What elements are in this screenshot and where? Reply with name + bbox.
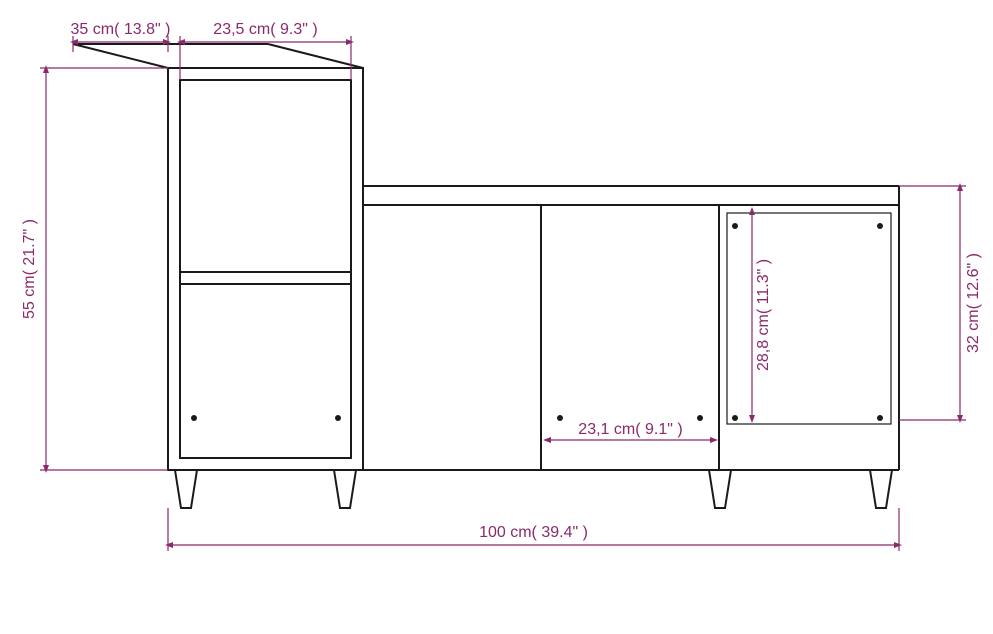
leg xyxy=(334,470,356,508)
dowel-hole xyxy=(191,415,197,421)
dowel-hole xyxy=(697,415,703,421)
dim-width: 100 cm( 39.4" ) xyxy=(479,524,588,541)
dim-low-height: 32 cm( 12.6" ) xyxy=(965,253,982,353)
dowel-hole xyxy=(732,223,738,229)
dowel-hole xyxy=(557,415,563,421)
dowel-hole xyxy=(877,415,883,421)
dowel-hole xyxy=(335,415,341,421)
dowel-hole xyxy=(732,415,738,421)
tall-cabinet-outline xyxy=(168,68,363,470)
leg xyxy=(870,470,892,508)
oblique-edge xyxy=(73,44,168,68)
tall-cabinet-inner xyxy=(180,80,351,458)
leg xyxy=(709,470,731,508)
dim-open-width: 23,1 cm( 9.1" ) xyxy=(578,421,682,438)
dim-depth: 35 cm( 13.8" ) xyxy=(71,21,171,38)
dim-height: 55 cm( 21.7" ) xyxy=(21,219,38,319)
oblique-edge xyxy=(268,44,363,68)
leg xyxy=(175,470,197,508)
dim-inner-width: 23,5 cm( 9.3" ) xyxy=(213,21,317,38)
dim-open-height: 28,8 cm( 11.3" ) xyxy=(755,259,772,371)
dowel-hole xyxy=(877,223,883,229)
